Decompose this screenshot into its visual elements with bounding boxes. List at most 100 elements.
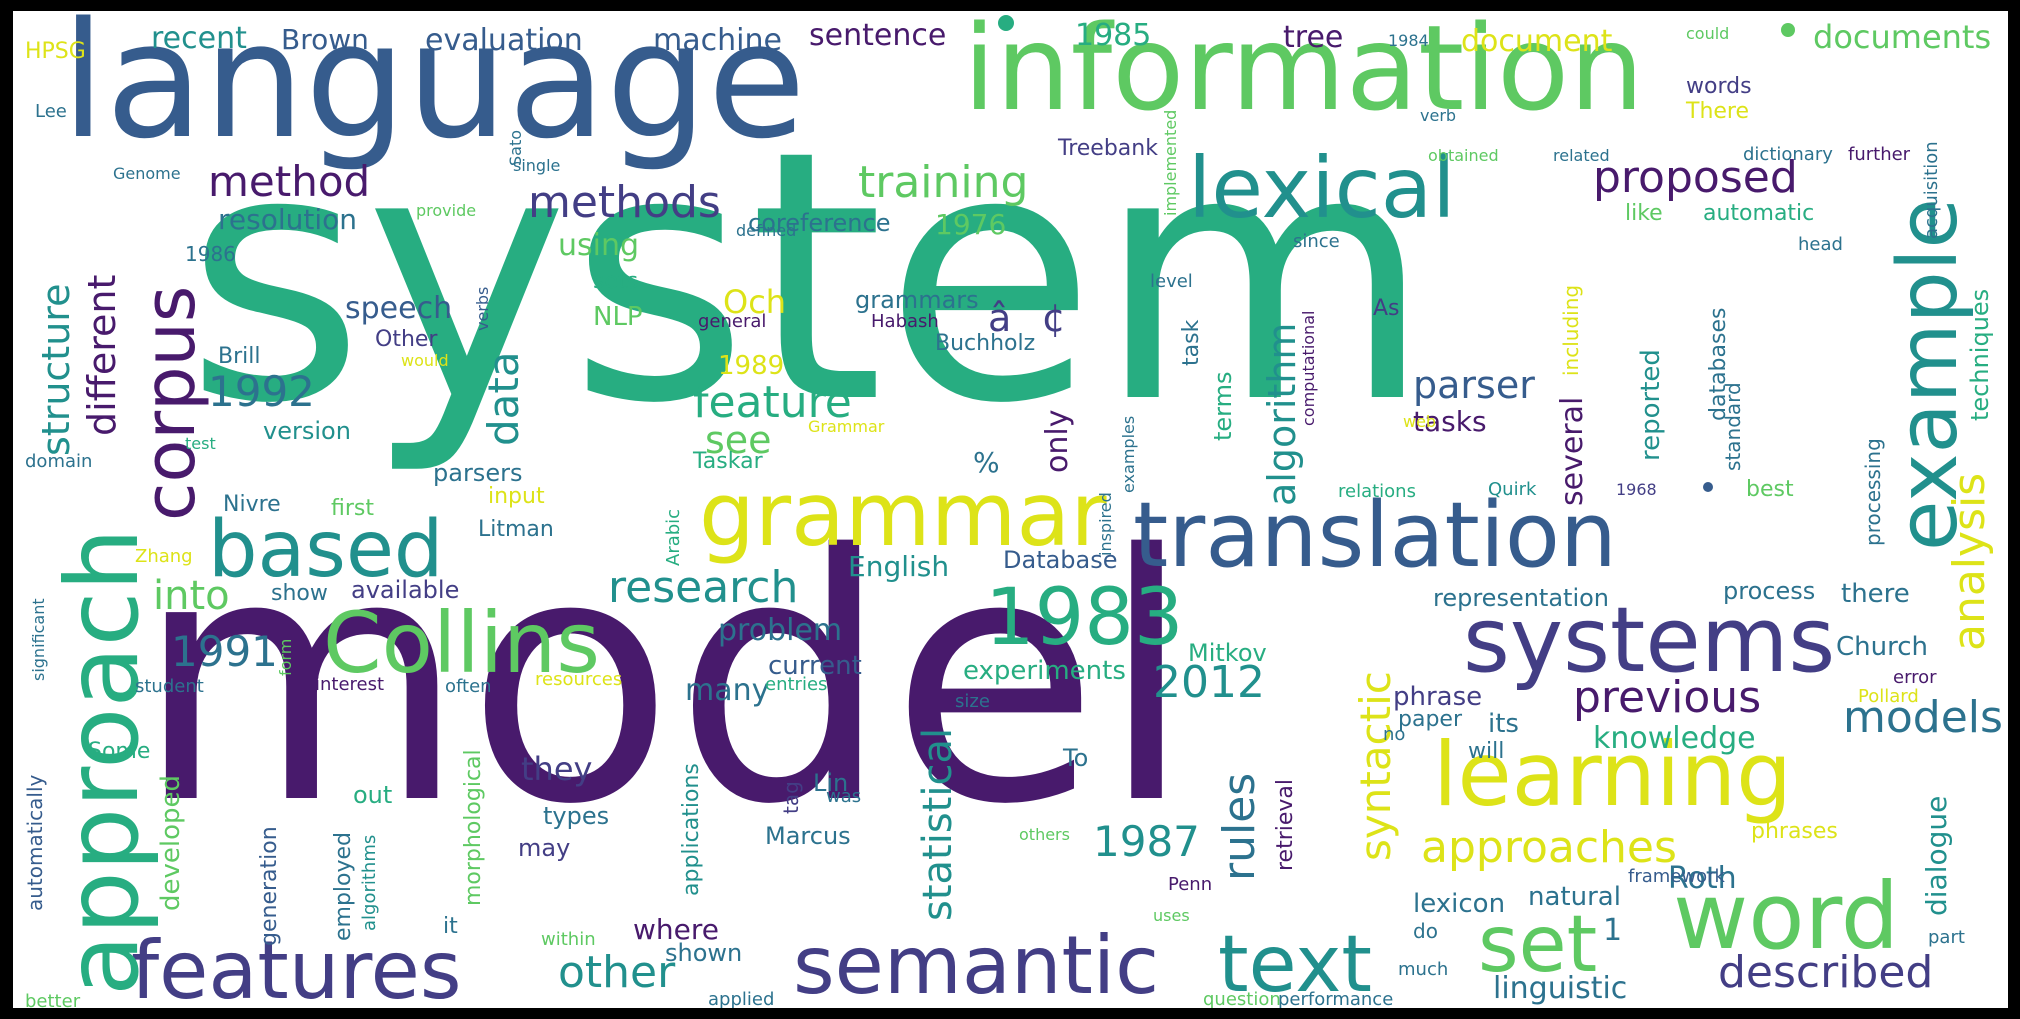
word-student: student bbox=[135, 676, 204, 697]
word-learning: learning bbox=[1433, 723, 1793, 826]
word-system: system bbox=[185, 78, 1433, 479]
word-zhang: Zhang bbox=[135, 546, 193, 567]
word-litman: Litman bbox=[478, 517, 554, 542]
word-lin: Lin bbox=[813, 769, 849, 797]
word-other: other bbox=[558, 947, 676, 998]
word-translation: translation bbox=[1133, 483, 1617, 588]
word-they: they bbox=[521, 750, 593, 788]
word-pollard: Pollard bbox=[1858, 686, 1919, 707]
word-developed: developed bbox=[156, 774, 186, 911]
word-significant: significant bbox=[29, 598, 48, 681]
word-n2012: 2012 bbox=[1153, 657, 1265, 708]
word-habash: Habash bbox=[871, 311, 939, 332]
word-experiments: experiments bbox=[963, 656, 1126, 686]
word-other-cap: Other bbox=[375, 327, 438, 352]
word-text: text bbox=[1218, 920, 1372, 1008]
word-tree: tree bbox=[1283, 20, 1344, 55]
word-algorithm: algorithm bbox=[1260, 322, 1304, 506]
word-roth: Roth bbox=[1668, 861, 1737, 896]
word-problem: problem bbox=[718, 613, 843, 648]
word-others: others bbox=[1019, 825, 1070, 844]
word-using: using bbox=[558, 228, 640, 263]
word-may: may bbox=[518, 834, 571, 862]
word-n1986: 1986 bbox=[185, 242, 236, 266]
word-machine: machine bbox=[653, 23, 782, 58]
word-computational: computational bbox=[1299, 310, 1318, 426]
word-input: input bbox=[488, 484, 545, 509]
word-employed: employed bbox=[331, 831, 356, 941]
dot-mark bbox=[998, 15, 1014, 31]
word-n1976: 1976 bbox=[935, 208, 1007, 241]
word-verbs: verbs bbox=[473, 286, 492, 331]
word-method: method bbox=[208, 157, 371, 206]
word-semantic: semantic bbox=[793, 919, 1160, 1008]
word-sets: sets bbox=[593, 269, 639, 294]
word-head: head bbox=[1798, 234, 1843, 255]
word-research: research bbox=[608, 562, 799, 613]
word-analysis: analysis bbox=[1944, 472, 1995, 651]
word-best: best bbox=[1746, 477, 1794, 502]
word-level: level bbox=[1150, 271, 1193, 292]
word-approaches: approaches bbox=[1421, 822, 1677, 873]
word-lexical: lexical bbox=[1188, 139, 1456, 237]
word-different: different bbox=[80, 274, 124, 436]
word-defined: defined bbox=[736, 221, 797, 240]
dot-mark bbox=[1703, 482, 1713, 492]
word-structure: structure bbox=[34, 283, 78, 456]
word-general: general bbox=[698, 311, 767, 332]
word-into: into bbox=[153, 573, 230, 619]
word-systems: systems bbox=[1463, 588, 1836, 693]
word-process: process bbox=[1723, 577, 1816, 605]
word-collins: Collins bbox=[323, 594, 601, 692]
word-related: related bbox=[1553, 146, 1610, 165]
word-data: data bbox=[479, 351, 528, 446]
word-part: part bbox=[1928, 927, 1965, 948]
word-question: question bbox=[1203, 989, 1281, 1009]
word-speech: speech bbox=[345, 291, 453, 326]
word-implemented: implemented bbox=[1161, 109, 1180, 216]
word-statistical: statistical bbox=[915, 727, 961, 921]
dot-mark bbox=[1781, 23, 1795, 37]
word-it: it bbox=[443, 914, 458, 939]
word-reported: reported bbox=[1636, 349, 1666, 461]
word-could: could bbox=[1686, 24, 1730, 43]
word-proposed: proposed bbox=[1593, 152, 1798, 203]
word-often: often bbox=[445, 676, 492, 697]
word-generation: generation bbox=[257, 826, 282, 946]
word-including: including bbox=[1559, 284, 1583, 376]
word-techniques: techniques bbox=[1966, 288, 1994, 421]
word-och: Och bbox=[723, 283, 787, 321]
word-further: further bbox=[1848, 144, 1911, 165]
word-language: language bbox=[61, 11, 806, 174]
word-n1991: 1991 bbox=[171, 627, 278, 676]
word-methods: methods bbox=[528, 177, 721, 228]
word-corpus: corpus bbox=[129, 285, 211, 521]
word-previous: previous bbox=[1573, 672, 1762, 723]
word-better: better bbox=[25, 991, 81, 1009]
word-one: 1 bbox=[1603, 913, 1623, 948]
word-rules: rules bbox=[1214, 772, 1265, 881]
word-coreference: coreference bbox=[748, 209, 891, 237]
word-sentence: sentence bbox=[809, 18, 947, 53]
word-parser: parser bbox=[1413, 363, 1535, 407]
word-error: error bbox=[1893, 667, 1937, 688]
word-mitkov: Mitkov bbox=[1188, 639, 1267, 667]
word-do: do bbox=[1413, 919, 1438, 943]
word-applied: applied bbox=[708, 989, 775, 1009]
word-verb: verb bbox=[1420, 106, 1457, 125]
word-terms: terms bbox=[1209, 371, 1237, 441]
word-within: within bbox=[541, 929, 596, 950]
word-words: words bbox=[1686, 74, 1752, 99]
word-grammars: grammars bbox=[855, 286, 979, 314]
word-garbled: â¢ bbox=[988, 296, 1066, 340]
word-provide: provide bbox=[416, 201, 477, 220]
word-interest: interest bbox=[315, 674, 385, 695]
word-natural: natural bbox=[1528, 882, 1621, 912]
word-recent: recent bbox=[151, 21, 247, 56]
word-n1968: 1968 bbox=[1616, 480, 1657, 499]
word-n1984: 1984 bbox=[1388, 31, 1429, 50]
word-automatically: automatically bbox=[23, 774, 47, 911]
word-cloud-canvas: system model language information transl… bbox=[13, 11, 2008, 1008]
word-english: English bbox=[848, 550, 950, 583]
word-entries: entries bbox=[765, 674, 828, 695]
